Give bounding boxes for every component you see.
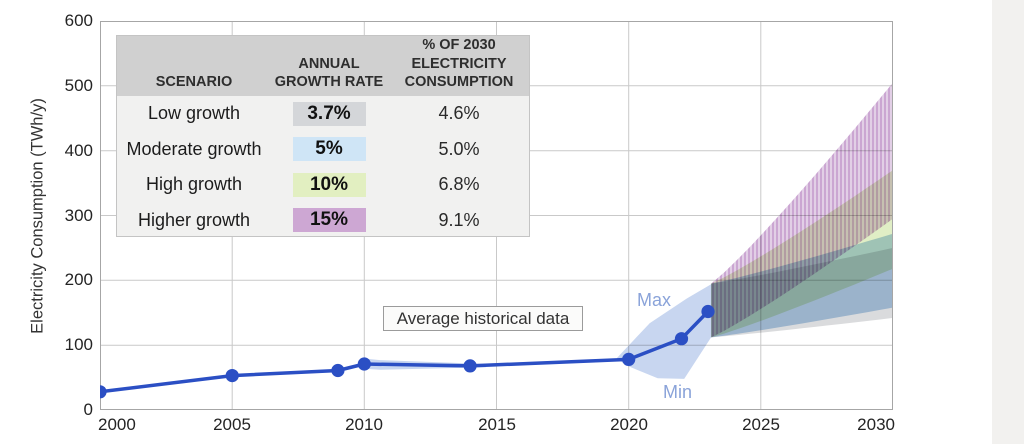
share-value: 5.0% [438, 138, 480, 159]
y-tick-label: 600 [64, 11, 93, 30]
x-tick-label: 2015 [478, 415, 516, 434]
x-tick-label: 2005 [213, 415, 251, 434]
y-axis-title: Electricity Consumption (TWh/y) [28, 98, 47, 334]
scenario-name: High growth [145, 174, 243, 195]
data-point [463, 359, 477, 373]
scenario-table-header: SCENARIO ANNUAL GROWTH RATE % OF 2030 EL… [117, 36, 529, 96]
x-tick-label: 2030 [857, 415, 895, 434]
header-growth-rate: ANNUAL GROWTH RATE [274, 55, 384, 91]
y-tick-label: 300 [64, 206, 93, 225]
data-point [331, 363, 345, 378]
table-row: High growth 10% 6.8% [117, 167, 529, 203]
growth-rate-chip: 3.7% [292, 101, 366, 126]
y-tick-label: 400 [64, 141, 93, 160]
data-point [225, 369, 239, 383]
x-tick-label: 2020 [610, 415, 648, 434]
share-value: 4.6% [438, 103, 480, 124]
scenario-name: Moderate growth [126, 138, 262, 159]
table-row: Higher growth 15% 9.1% [117, 203, 529, 239]
y-tick-label: 500 [64, 76, 93, 95]
growth-rate-chip: 10% [292, 172, 366, 197]
x-tick-label: 2025 [742, 415, 780, 434]
scenario-name: Higher growth [137, 209, 251, 230]
page-side-strip [992, 0, 1024, 444]
header-scenario: SCENARIO [155, 74, 233, 91]
table-row: Low growth 3.7% 4.6% [117, 96, 529, 132]
share-value: 9.1% [438, 209, 480, 230]
scenario-table: SCENARIO ANNUAL GROWTH RATE % OF 2030 EL… [116, 35, 530, 237]
data-point [100, 385, 107, 399]
growth-rate-chip: 15% [292, 208, 366, 233]
projection-band-4 [711, 82, 893, 338]
min-range-label: Min [663, 382, 693, 402]
data-point [357, 357, 371, 371]
data-point [674, 332, 689, 346]
y-tick-label: 200 [64, 270, 93, 289]
plot-svg [100, 21, 893, 410]
max-range-label: Max [637, 290, 672, 310]
y-tick-label: 100 [64, 335, 93, 354]
historical-line [100, 310, 710, 394]
header-share-2030: % OF 2030 ELECTRICITY CONSUMPTION [404, 37, 514, 91]
x-tick-label: 2010 [345, 415, 383, 434]
y-tick-label: 0 [83, 400, 93, 419]
plot-border [100, 21, 893, 410]
data-point [622, 352, 636, 366]
data-point [701, 304, 715, 319]
growth-rate-chip: 5% [292, 137, 366, 162]
scenario-name: Low growth [147, 103, 241, 124]
share-value: 6.8% [438, 174, 480, 195]
x-tick-label: 2000 [98, 415, 136, 434]
table-row: Moderate growth 5% 5.0% [117, 132, 529, 168]
average-historical-data-label: Average historical data [383, 306, 583, 331]
